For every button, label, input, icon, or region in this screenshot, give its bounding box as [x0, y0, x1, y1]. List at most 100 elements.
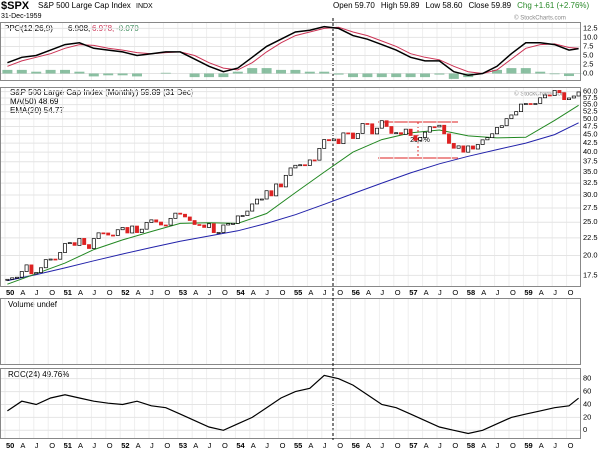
- candle: [255, 199, 258, 204]
- y-tick-label: 12.5: [583, 23, 598, 32]
- candle: [87, 245, 90, 249]
- candle: [44, 260, 47, 268]
- x-tick-label: O: [568, 441, 574, 450]
- x-tick-label: J: [92, 288, 96, 297]
- x-tick-label: 58: [467, 288, 475, 297]
- candle: [217, 232, 220, 233]
- candle: [534, 103, 537, 104]
- candle: [486, 138, 489, 140]
- x-tick-label: 59: [524, 288, 532, 297]
- x-tick-label: 57: [409, 288, 417, 297]
- candle: [303, 165, 306, 166]
- y-tick-label: 60: [583, 387, 591, 396]
- ema-label: EMA(20) 54.77: [10, 106, 64, 115]
- histogram-bar: [46, 70, 56, 74]
- candle: [265, 191, 268, 199]
- y-tick-label: 40.0: [583, 147, 598, 156]
- x-tick-label: A: [308, 288, 313, 297]
- x-tick-label: O: [222, 441, 228, 450]
- price-panel: [1, 88, 581, 287]
- histogram-bar: [31, 72, 41, 74]
- x-tick-label: J: [92, 441, 96, 450]
- histogram-bar: [118, 74, 128, 76]
- candle: [500, 126, 503, 128]
- x-tick-label: A: [136, 441, 141, 450]
- y-tick-label: 0.0: [583, 68, 593, 77]
- candle: [92, 239, 95, 249]
- x-tick-label: J: [265, 441, 269, 450]
- histogram-bar: [521, 68, 531, 73]
- x-tick-label: 50: [6, 288, 14, 297]
- x-tick-label: O: [164, 441, 170, 450]
- candle: [159, 222, 162, 225]
- x-tick-label: 51: [64, 288, 72, 297]
- candle: [495, 127, 498, 133]
- histogram-bar: [161, 73, 171, 74]
- candle: [385, 121, 388, 127]
- candle: [150, 220, 153, 223]
- y-tick-label: 25.0: [583, 217, 598, 226]
- y-tick-label: 22.5: [583, 233, 598, 242]
- candle: [83, 238, 86, 244]
- candle: [54, 259, 57, 260]
- x-tick-label: A: [366, 441, 371, 450]
- x-tick-label: A: [424, 288, 429, 297]
- candle: [457, 146, 460, 148]
- candle: [174, 213, 177, 218]
- y-tick-label: 35.0: [583, 167, 598, 176]
- candle: [395, 133, 398, 134]
- candle: [548, 95, 551, 96]
- candle: [471, 146, 474, 149]
- candle: [399, 133, 402, 135]
- x-tick-label: O: [164, 288, 170, 297]
- x-tick-label: A: [78, 441, 83, 450]
- y-tick-label: 0: [583, 425, 587, 434]
- histogram-bar: [391, 74, 401, 78]
- candle: [222, 225, 225, 232]
- x-tick-label: J: [35, 441, 39, 450]
- candle: [491, 134, 494, 138]
- x-tick-label: J: [380, 288, 384, 297]
- histogram-bar: [420, 74, 430, 78]
- candle: [246, 211, 249, 215]
- histogram-bar: [564, 74, 574, 77]
- candle: [35, 273, 38, 274]
- histogram-bar: [362, 74, 372, 78]
- candle: [366, 123, 369, 124]
- candle: [140, 229, 143, 232]
- x-tick-label: A: [481, 441, 486, 450]
- candle: [179, 213, 182, 214]
- x-tick-label: A: [193, 288, 198, 297]
- x-tick-label: A: [78, 288, 83, 297]
- x-tick-label: O: [395, 288, 401, 297]
- histogram-bar: [262, 68, 272, 73]
- candle: [428, 127, 431, 132]
- volume-label: Volume undef: [8, 300, 58, 309]
- histogram-bar: [276, 70, 286, 74]
- candle: [116, 230, 119, 236]
- x-tick-label: A: [251, 441, 256, 450]
- candle: [443, 125, 446, 134]
- x-tick-label: O: [222, 288, 228, 297]
- candle: [107, 233, 110, 235]
- candle: [467, 146, 470, 152]
- y-tick-label: 37.5: [583, 157, 598, 166]
- x-tick-label: J: [265, 288, 269, 297]
- candle: [323, 140, 326, 149]
- candle: [193, 221, 196, 225]
- candle: [361, 123, 364, 133]
- x-tick-label: 51: [64, 441, 72, 450]
- candle: [25, 265, 28, 272]
- x-tick-label: O: [107, 288, 113, 297]
- x-tick-label: J: [496, 441, 500, 450]
- candle: [11, 278, 14, 279]
- candle: [97, 233, 100, 239]
- candle: [111, 235, 114, 236]
- x-tick-label: A: [424, 441, 429, 450]
- candle: [447, 134, 450, 144]
- candle: [260, 199, 263, 200]
- candle: [198, 225, 201, 226]
- candle: [20, 272, 23, 278]
- candle: [519, 104, 522, 112]
- candle: [49, 259, 52, 260]
